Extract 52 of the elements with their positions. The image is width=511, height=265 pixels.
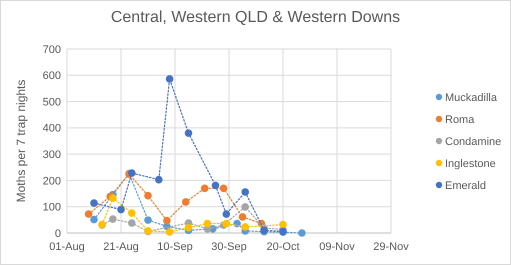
- point: [117, 206, 125, 214]
- x-tick-label: 09-Nov: [319, 241, 356, 253]
- legend-label: Condamine: [445, 136, 502, 148]
- y-tick-label: 100: [42, 202, 61, 214]
- point: [166, 228, 174, 236]
- x-tick-label: 01-Aug: [49, 241, 85, 253]
- legend-label: Inglestone: [445, 158, 496, 170]
- point: [163, 216, 171, 224]
- y-tick-label: 400: [42, 122, 61, 135]
- legend-label: Muckadilla: [445, 92, 498, 104]
- point: [204, 220, 212, 228]
- point: [155, 176, 163, 184]
- point: [144, 216, 152, 224]
- point: [128, 209, 136, 217]
- y-tick-label: 700: [42, 44, 61, 56]
- point: [109, 194, 117, 202]
- y-tick-label: 500: [42, 96, 61, 108]
- y-axis-title: Moths per 7 trap nights: [14, 80, 28, 202]
- x-tick-label: 10-Sep: [157, 241, 193, 253]
- point: [241, 203, 249, 211]
- x-tick-label: 20-Oct: [266, 241, 300, 253]
- y-tick-label: 0: [54, 228, 61, 240]
- point: [241, 188, 249, 196]
- point: [279, 220, 287, 228]
- point: [128, 169, 136, 177]
- point: [144, 192, 152, 200]
- point: [220, 184, 228, 192]
- point: [166, 75, 174, 83]
- point: [128, 219, 136, 227]
- y-tick-label: 300: [42, 148, 61, 161]
- point: [222, 220, 230, 228]
- point: [109, 215, 117, 223]
- point: [200, 184, 208, 192]
- point: [84, 210, 92, 218]
- point: [184, 224, 192, 232]
- y-tick-label: 600: [42, 70, 61, 82]
- x-tick-label: 21-Aug: [103, 241, 139, 253]
- point: [222, 210, 230, 218]
- point: [182, 198, 190, 206]
- point: [90, 216, 98, 224]
- point: [90, 199, 98, 207]
- point: [238, 213, 246, 221]
- legend-label: Roma: [445, 114, 476, 126]
- x-tick-label: 30-Sep: [211, 241, 247, 253]
- chart-title: Central, Western QLD & Western Downs: [110, 9, 400, 26]
- point: [184, 129, 192, 137]
- x-tick-label: 29-Nov: [373, 241, 410, 253]
- y-tick-label: 200: [42, 175, 61, 188]
- point: [212, 182, 220, 190]
- point: [241, 223, 249, 231]
- legend-label: Emerald: [445, 180, 486, 192]
- point: [298, 229, 306, 237]
